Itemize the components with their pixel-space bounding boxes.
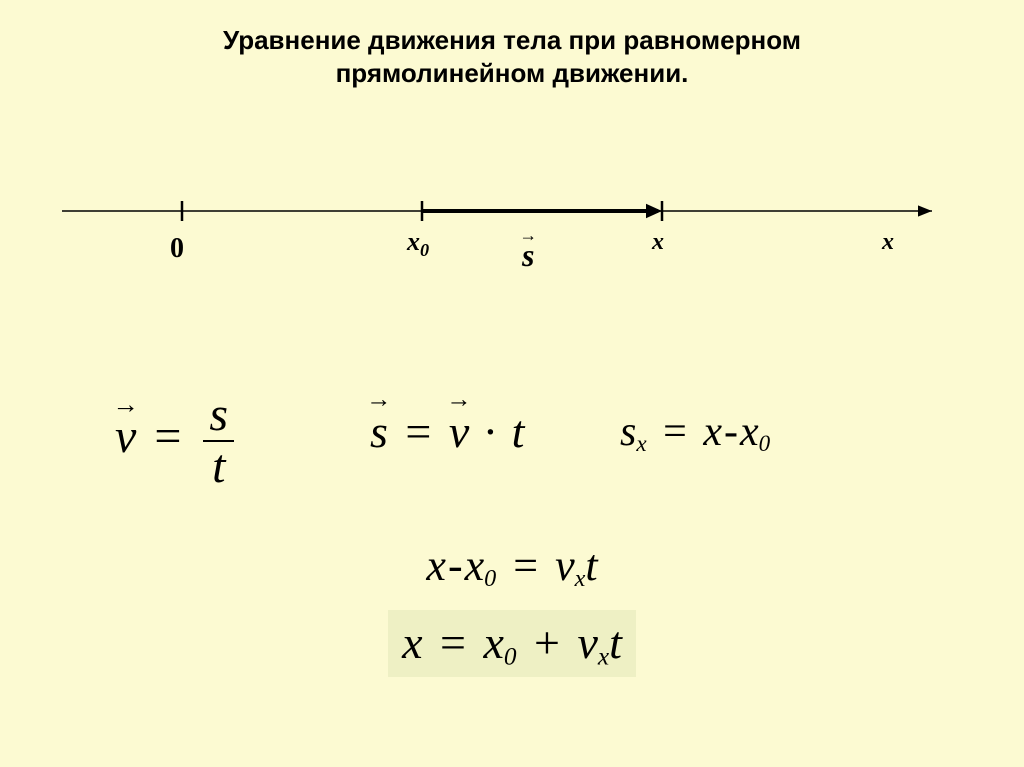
equation-sx-equals-x-minus-x0: sx = x-x0 (620, 408, 770, 457)
equation-v-equals-s-over-t: v = s t (115, 390, 238, 493)
equation-x-minus-x0-equals-vxt: x-x0 = vxt (426, 540, 597, 593)
axis-label-x-end: x (882, 229, 894, 256)
equation-x-equals-x0-plus-vxt: x = x0 + vxt (388, 610, 636, 677)
axis-label-zero: 0 (170, 233, 184, 265)
axis-label-x0: x0x0 (407, 227, 429, 261)
axis-label-x-mid: x (652, 229, 664, 256)
equation-s-equals-v-t: s = v · t (370, 405, 524, 458)
axis-label-s: s→ (522, 237, 534, 274)
slide-title: Уравнение движения тела при равномерном … (0, 24, 1024, 89)
number-line-diagram: 0 x0x0 s→ x x (62, 175, 962, 315)
equation-row-1: v = s t s = v · t sx = x-x0 (0, 370, 1024, 530)
slide: Уравнение движения тела при равномерном … (0, 0, 1024, 767)
equation-row-3: x = x0 + vxt (0, 610, 1024, 677)
axis-svg (62, 175, 962, 315)
equation-row-2: x-x0 = vxt (0, 540, 1024, 593)
